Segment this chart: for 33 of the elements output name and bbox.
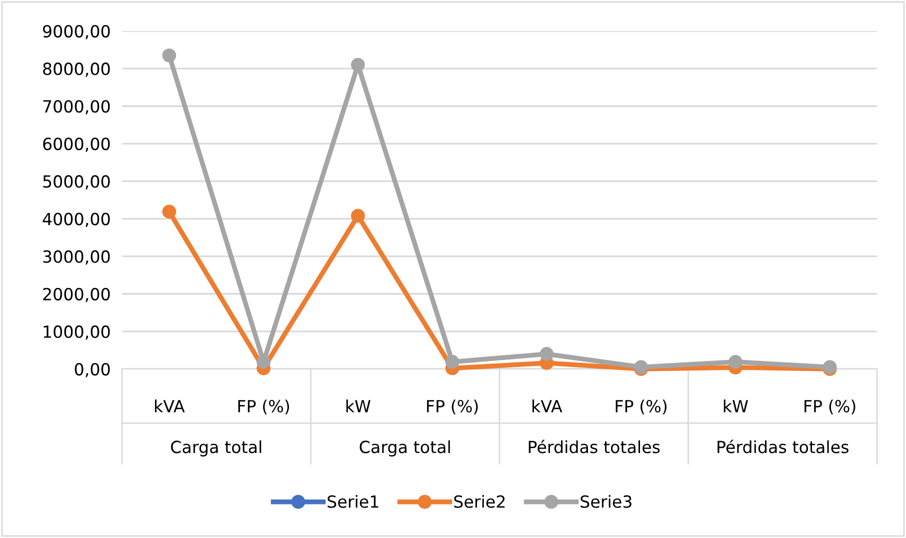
text: Carga total (171, 440, 262, 456)
point (540, 347, 554, 361)
point (256, 354, 271, 369)
y-tick-label: 9000,00 (43, 24, 110, 40)
y-tick-label: 8000,00 (43, 62, 110, 77)
y-tick-label: 2000,00 (43, 288, 110, 302)
point (350, 208, 365, 223)
y-tick-label: 5000,00 (43, 175, 110, 190)
x-tick-label: kVA (532, 400, 562, 412)
x-tick-label: kVA (155, 400, 185, 412)
point (445, 354, 460, 369)
legend-label: Serie1 (328, 495, 378, 508)
y-tick-label: 7000,00 (43, 100, 110, 114)
text: Pérdidas totales (528, 440, 660, 454)
text: Pérdidas totales (718, 440, 848, 454)
x-tick-label: FP (%) (616, 400, 667, 414)
x-tick-label: kW (346, 400, 370, 412)
x-tick-label: FP (%) (804, 400, 856, 414)
y-tick-label: 1000,00 (44, 325, 110, 340)
x-tick-label: kW (724, 400, 748, 412)
text: Carga total (360, 440, 450, 456)
y-tick-label: 3000,00 (43, 250, 110, 265)
point (728, 354, 742, 369)
y-tick-label: 0,00 (74, 362, 110, 378)
y-tick-label: 4000,00 (42, 212, 110, 228)
legend-label: Serie2 (454, 495, 505, 508)
point (350, 58, 365, 72)
point (162, 204, 176, 219)
y-tick-label: 6000,00 (43, 138, 110, 152)
x-tick-label: FP (%) (238, 400, 290, 414)
x-tick-label: FP (%) (427, 400, 478, 414)
point (162, 48, 176, 62)
legend-label: Serie3 (580, 495, 632, 508)
